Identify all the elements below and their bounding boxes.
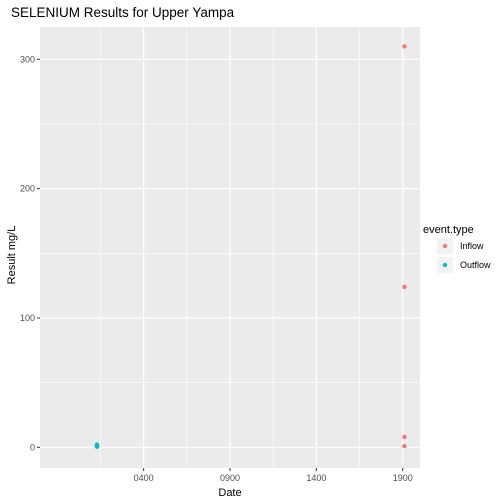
y-axis: 0 100 200 300: [20, 54, 40, 452]
x-axis-label: Date: [218, 487, 241, 499]
x-tick-label: 0900: [220, 473, 240, 483]
x-axis: 0400 0900 1400 1900: [134, 468, 413, 483]
y-tick-label: 200: [20, 184, 35, 194]
gridlines: [40, 27, 420, 468]
x-tick-label: 0400: [134, 473, 154, 483]
x-tick-label: 1900: [393, 473, 413, 483]
data-points: [94, 44, 407, 449]
legend-label-outflow: Outflow: [460, 260, 491, 270]
inflow-point: [402, 284, 407, 290]
inflow-point: [402, 443, 407, 449]
legend-swatch-outflow: [442, 262, 448, 268]
inflow-point: [402, 44, 407, 49]
y-tick-label: 300: [20, 54, 35, 64]
outflow-point: [94, 444, 100, 449]
legend: event.type Inflow Outflow: [423, 224, 491, 273]
y-tick-label: 0: [30, 442, 35, 452]
x-tick-label: 1400: [306, 473, 326, 483]
legend-title: event.type: [423, 224, 474, 236]
legend-swatch-inflow: [442, 243, 448, 249]
y-axis-label: Result mg/L: [6, 226, 18, 285]
inflow-point: [402, 434, 407, 440]
chart-title: SELENIUM Results for Upper Yampa: [11, 5, 235, 20]
legend-label-inflow: Inflow: [460, 241, 484, 251]
y-tick-label: 100: [20, 313, 35, 323]
